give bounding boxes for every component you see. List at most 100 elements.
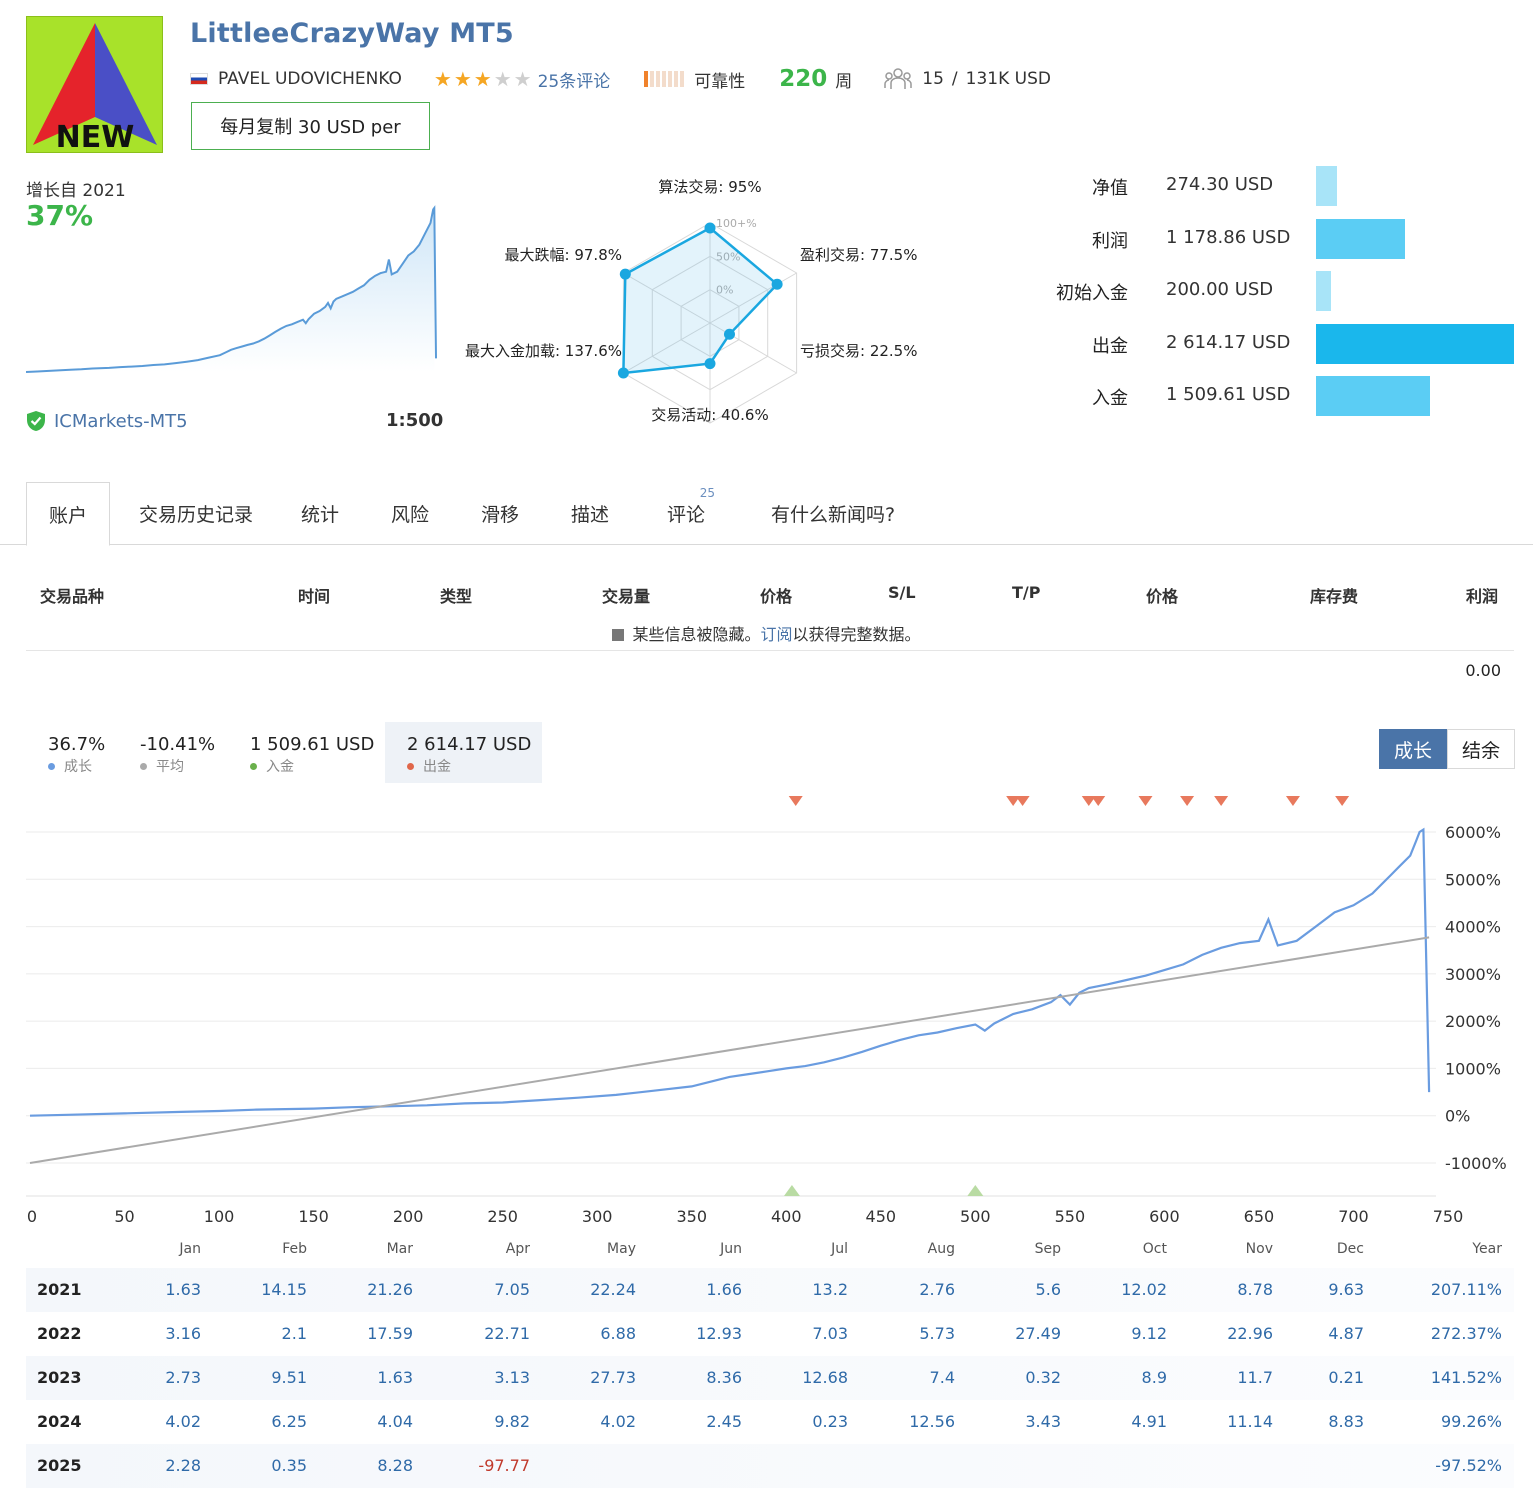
trade-column-header[interactable]: 类型	[440, 587, 473, 606]
x-tick-label: 250	[487, 1207, 518, 1226]
stat-value: -10.41%	[140, 734, 216, 755]
month-value-cell[interactable]: 22.24	[590, 1280, 636, 1299]
month-value-cell[interactable]: 7.03	[812, 1324, 848, 1343]
month-value-cell[interactable]: 4.02	[165, 1412, 201, 1431]
trade-column-header[interactable]: 价格	[760, 587, 793, 606]
signal-title[interactable]: LittleeCrazyWay MT5	[190, 18, 514, 49]
radar-axis-label: 算法交易: 95%	[658, 178, 761, 196]
tab-3[interactable]: 风险	[370, 482, 450, 545]
month-value-cell[interactable]: -97.77	[478, 1456, 530, 1475]
trade-column-header[interactable]: S/L	[888, 583, 916, 602]
month-value-cell[interactable]: 8.28	[377, 1456, 413, 1475]
chart-stat[interactable]: 2 614.17 USD 出金	[385, 722, 542, 783]
radar-scale-label: 100+%	[716, 217, 757, 230]
month-value-cell[interactable]: 2.28	[165, 1456, 201, 1475]
month-value-cell[interactable]: 4.91	[1131, 1412, 1167, 1431]
month-value-cell[interactable]: 0.21	[1328, 1368, 1364, 1387]
trade-column-header[interactable]: 利润	[1466, 587, 1499, 606]
month-value-cell[interactable]: 12.02	[1121, 1280, 1167, 1299]
month-value-cell[interactable]: 22.71	[484, 1324, 530, 1343]
trade-column-header[interactable]: 价格	[1146, 587, 1179, 606]
month-value-cell[interactable]: 0.35	[271, 1456, 307, 1475]
month-value-cell[interactable]: 17.59	[367, 1324, 413, 1343]
y-tick-label: 0%	[1445, 1107, 1470, 1126]
month-value-cell[interactable]: 0.32	[1025, 1368, 1061, 1387]
month-value-cell[interactable]: 3.43	[1025, 1412, 1061, 1431]
chart-stat[interactable]: 36.7% 成长	[26, 722, 118, 783]
month-value-cell[interactable]: 7.05	[494, 1280, 530, 1299]
month-value-cell[interactable]: 4.04	[377, 1412, 413, 1431]
month-value-cell[interactable]: 9.82	[494, 1412, 530, 1431]
chart-stat[interactable]: -10.41% 平均	[118, 722, 228, 783]
month-value-cell[interactable]: 11.7	[1237, 1368, 1273, 1387]
month-value-cell[interactable]: 0.23	[812, 1412, 848, 1431]
month-header: Sep	[1034, 1241, 1061, 1257]
tab-label: 有什么新闻吗?	[770, 504, 896, 526]
trade-column-header[interactable]: 交易品种	[40, 587, 105, 606]
month-value-cell[interactable]: 2.76	[919, 1280, 955, 1299]
month-value-cell[interactable]: 8.36	[706, 1368, 742, 1387]
month-value-cell[interactable]: 3.13	[494, 1368, 530, 1387]
chart-stat[interactable]: 1 509.61 USD 入金	[228, 722, 385, 783]
month-value-cell[interactable]: 12.93	[696, 1324, 742, 1343]
month-value-cell[interactable]: 8.83	[1328, 1412, 1364, 1431]
month-value-cell[interactable]: 22.96	[1227, 1324, 1273, 1343]
subscribe-button[interactable]: 每月复制 30 USD per	[191, 102, 430, 150]
tab-6[interactable]: 评论 25	[640, 482, 732, 545]
month-value-cell[interactable]: 4.02	[600, 1412, 636, 1431]
withdrawal-marker	[1285, 796, 1300, 806]
trade-column-header[interactable]: T/P	[1012, 583, 1041, 602]
tab-0[interactable]: 账户	[26, 482, 110, 546]
trade-column-header[interactable]: 交易量	[602, 587, 651, 606]
trade-column-header[interactable]: 时间	[298, 587, 331, 606]
month-value-cell[interactable]: 6.25	[271, 1412, 307, 1431]
month-value-cell[interactable]: 8.78	[1237, 1280, 1273, 1299]
month-value-cell[interactable]: 6.88	[600, 1324, 636, 1343]
month-value-cell[interactable]: 1.63	[377, 1368, 413, 1387]
deposit-marker	[967, 1185, 984, 1196]
tab-5[interactable]: 描述	[550, 482, 630, 545]
x-tick-label: 350	[676, 1207, 707, 1226]
month-value-cell[interactable]: 2.45	[706, 1412, 742, 1431]
tab-7[interactable]: 有什么新闻吗?	[748, 482, 918, 545]
month-header: Feb	[282, 1241, 307, 1257]
month-value-cell[interactable]: 14.15	[261, 1280, 307, 1299]
month-value-cell[interactable]: 7.4	[929, 1368, 955, 1387]
month-value-cell[interactable]: 9.63	[1328, 1280, 1364, 1299]
month-value-cell[interactable]: 11.14	[1227, 1412, 1273, 1431]
month-value-cell[interactable]: 4.87	[1328, 1324, 1364, 1343]
month-value-cell[interactable]: 3.16	[165, 1324, 201, 1343]
trade-column-header[interactable]: 库存费	[1310, 587, 1359, 606]
author-name[interactable]: PAVEL UDOVICHENKO	[218, 69, 402, 89]
month-value-cell[interactable]: 5.73	[919, 1324, 955, 1343]
month-value-cell[interactable]: 12.56	[909, 1412, 955, 1431]
mini-growth-chart	[26, 205, 437, 373]
chart-mode-toggle: 成长 结余	[1379, 729, 1516, 769]
stat-value: 1 509.61 USD	[250, 734, 375, 755]
month-value-cell[interactable]: 2.1	[281, 1324, 307, 1343]
tab-4[interactable]: 滑移	[460, 482, 540, 545]
month-value-cell[interactable]: 1.63	[165, 1280, 201, 1299]
month-value-cell[interactable]: 2.73	[165, 1368, 201, 1387]
balance-row: 净值 274.30 USD	[1040, 166, 1520, 206]
month-value-cell[interactable]: 21.26	[367, 1280, 413, 1299]
month-value-cell[interactable]: 5.6	[1035, 1280, 1061, 1299]
month-value-cell[interactable]: 12.68	[802, 1368, 848, 1387]
reviews-link[interactable]: 25条评论	[537, 71, 611, 92]
broker-name[interactable]: ICMarkets-MT5	[54, 410, 188, 432]
tab-1[interactable]: 交易历史记录	[120, 482, 272, 545]
month-value-cell[interactable]: 13.2	[812, 1280, 848, 1299]
tab-2[interactable]: 统计	[280, 482, 360, 545]
month-value-cell[interactable]: 8.9	[1141, 1368, 1167, 1387]
reliability-bar	[662, 71, 667, 87]
month-value-cell[interactable]: 9.51	[271, 1368, 307, 1387]
broker[interactable]: ICMarkets-MT5	[26, 410, 188, 432]
growth-toggle-button[interactable]: 成长	[1379, 729, 1448, 769]
total-profit: 0.00	[1465, 661, 1501, 680]
subscribe-link[interactable]: 订阅	[760, 625, 793, 644]
month-value-cell[interactable]: 9.12	[1131, 1324, 1167, 1343]
month-value-cell[interactable]: 27.73	[590, 1368, 636, 1387]
balance-toggle-button[interactable]: 结余	[1447, 729, 1516, 769]
month-value-cell[interactable]: 27.49	[1015, 1324, 1061, 1343]
month-value-cell[interactable]: 1.66	[706, 1280, 742, 1299]
